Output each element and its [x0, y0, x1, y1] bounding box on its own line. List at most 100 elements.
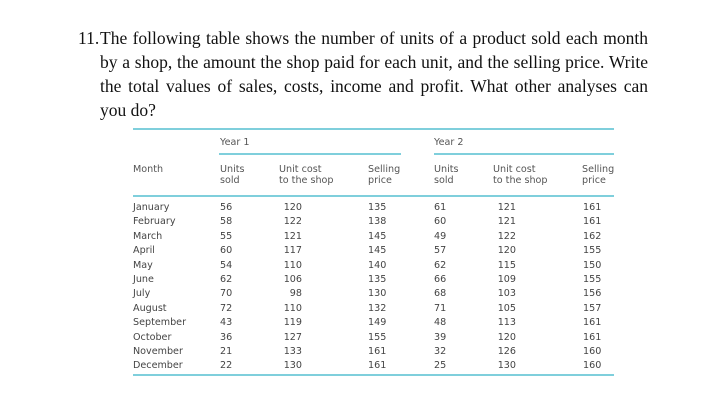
group-label-year1: Year 1	[220, 137, 250, 148]
cell-y2-price: 160	[583, 360, 602, 372]
cell-y1-price: 130	[368, 288, 387, 300]
cell-y1-units: 60	[220, 245, 233, 257]
cell-y1-price: 145	[368, 245, 387, 257]
cell-y1-units: 70	[220, 288, 233, 300]
cell-y2-price: 156	[583, 288, 602, 300]
cell-y2-cost: 121	[497, 202, 516, 213]
cell-y2-units: 39	[434, 331, 447, 343]
year2-group-rule	[434, 153, 614, 155]
cell-y1-price: 135	[368, 202, 387, 213]
cell-month: April	[133, 245, 155, 257]
cell-y2-units: 66	[434, 274, 447, 285]
cell-y1-units: 62	[220, 274, 233, 285]
cell-y1-cost: 117	[283, 245, 302, 257]
cell-month: October	[133, 331, 172, 343]
cell-y2-units: 49	[434, 230, 447, 242]
cell-y1-units: 54	[220, 259, 233, 271]
cell-y2-price: 161	[583, 331, 602, 343]
cell-y2-cost: 105	[497, 302, 516, 314]
cell-y2-cost: 130	[497, 360, 516, 372]
cell-y2-units: 57	[434, 245, 447, 257]
cell-y1-units: 43	[220, 317, 233, 329]
cell-y1-cost: 127	[283, 331, 302, 343]
cell-y2-cost: 115	[497, 259, 516, 271]
year1-group-rule	[219, 153, 401, 155]
cell-y2-cost: 109	[497, 274, 516, 285]
table-bottom-rule	[133, 374, 614, 376]
cell-y2-units: 25	[434, 360, 447, 372]
cell-y1-units: 36	[220, 331, 233, 343]
cell-month: August	[133, 302, 167, 314]
group-label-year2: Year 2	[434, 137, 464, 148]
question-text: 11. The following table shows the number…	[78, 26, 648, 122]
cell-y1-cost: 120	[283, 202, 302, 213]
cell-y1-price: 149	[368, 317, 387, 329]
cell-y2-units: 62	[434, 259, 447, 271]
cell-y1-cost: 106	[283, 274, 302, 285]
cell-y2-price: 162	[583, 230, 602, 242]
cell-y1-units: 22	[220, 360, 233, 372]
cell-y2-price: 155	[583, 274, 602, 285]
cell-month: March	[133, 230, 163, 242]
cell-y1-cost: 98	[289, 288, 302, 300]
cell-y2-price: 161	[583, 317, 602, 329]
question-body: The following table shows the number of …	[100, 28, 648, 120]
cell-month: November	[133, 346, 183, 357]
cell-y1-units: 55	[220, 230, 233, 242]
cell-y1-cost: 110	[283, 259, 302, 271]
cell-y1-price: 155	[368, 331, 387, 343]
cell-month: June	[133, 274, 154, 285]
cell-y2-cost: 122	[497, 230, 516, 242]
cell-y1-units: 58	[220, 216, 233, 228]
cell-y2-cost: 113	[497, 317, 516, 329]
cell-y1-price: 132	[368, 302, 387, 314]
cell-y2-units: 32	[434, 346, 447, 357]
cell-y2-price: 161	[583, 216, 602, 228]
col-header-y1-cost: Unit cost to the shop	[279, 164, 334, 186]
cell-y2-cost: 126	[497, 346, 516, 357]
cell-month: February	[133, 216, 176, 228]
col-header-y1-price: Selling price	[368, 164, 401, 186]
cell-y1-cost: 122	[283, 216, 302, 228]
question-number: 11.	[78, 28, 100, 48]
cell-month: September	[133, 317, 187, 329]
cell-y1-price: 135	[368, 274, 387, 285]
cell-y2-units: 48	[434, 317, 447, 329]
cell-y1-price: 145	[368, 230, 387, 242]
cell-y2-price: 157	[583, 302, 602, 314]
cell-y1-cost: 119	[283, 317, 302, 329]
col-header-y2-units: Units sold	[434, 164, 459, 186]
cell-y1-price: 161	[368, 360, 387, 372]
cell-y2-units: 61	[434, 202, 447, 213]
cell-month: December	[133, 360, 183, 372]
cell-month: May	[133, 259, 153, 271]
cell-month: July	[133, 288, 151, 300]
cell-y2-price: 160	[583, 346, 602, 357]
cell-y1-cost: 133	[283, 346, 302, 357]
cell-y1-units: 21	[220, 346, 233, 357]
cell-y1-cost: 130	[283, 360, 302, 372]
cell-y2-price: 150	[583, 259, 602, 271]
cell-y2-cost: 103	[497, 288, 516, 300]
col-header-y2-cost: Unit cost to the shop	[493, 164, 548, 186]
cell-y1-units: 56	[220, 202, 233, 213]
cell-y1-price: 140	[368, 259, 387, 271]
cell-y1-price: 161	[368, 346, 387, 357]
col-header-month: Month	[133, 164, 164, 175]
cell-y2-units: 68	[434, 288, 447, 300]
cell-y2-cost: 120	[497, 331, 516, 343]
cell-y2-units: 71	[434, 302, 447, 314]
table-top-rule	[133, 128, 614, 130]
cell-y2-units: 60	[434, 216, 447, 228]
cell-y1-units: 72	[220, 302, 233, 314]
col-header-y2-price: Selling price	[582, 164, 615, 186]
col-header-y1-units: Units sold	[220, 164, 245, 186]
cell-y2-cost: 120	[497, 245, 516, 257]
cell-y2-price: 161	[583, 202, 602, 213]
cell-y2-cost: 121	[497, 216, 516, 228]
cell-y1-cost: 121	[283, 230, 302, 242]
cell-y2-price: 155	[583, 245, 602, 257]
cell-y1-price: 138	[368, 216, 387, 228]
cell-month: January	[133, 202, 170, 213]
header-bottom-rule	[133, 195, 614, 197]
